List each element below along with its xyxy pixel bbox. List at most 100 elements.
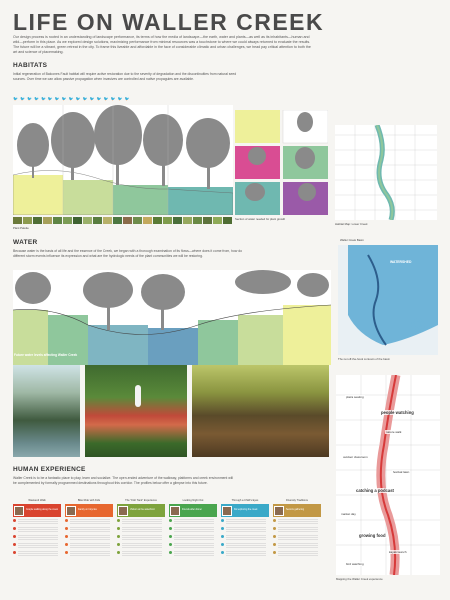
- persona-avatar: [66, 505, 76, 516]
- persona-avatar: [274, 505, 284, 516]
- poster-title: LIFE ON WALLER CREEK: [13, 9, 325, 35]
- plant-swatch: [143, 217, 152, 224]
- persona-head: The "Fish Tank" Experience: [125, 499, 157, 502]
- upland-band: [13, 175, 63, 215]
- bird-icon: 🐦: [26, 96, 32, 101]
- timeline-label: kayak launch: [388, 550, 408, 554]
- timeline-label: festival lawn: [392, 470, 411, 474]
- timeline-label: nature walk: [385, 430, 403, 434]
- experience-map: [336, 375, 440, 575]
- persona-night-out: Looking Night Out Friends after dinner: [169, 498, 217, 557]
- habitats-heading: HABITATS: [13, 62, 48, 69]
- persona-head: Diversity Traditions: [286, 499, 308, 502]
- plant-swatch: [123, 217, 132, 224]
- photo-cypress-roots: [192, 365, 329, 457]
- persona-head: Looking Night Out: [182, 499, 204, 502]
- habitats-body: Initial regeneration of Balcones Fault h…: [13, 72, 237, 81]
- bird-icon: 🐦: [19, 96, 25, 101]
- habitat-map-caption: Habitat Map: Lower Creek: [335, 222, 368, 226]
- plant-swatch: [163, 217, 172, 224]
- timeline-label: catching a podcast: [355, 488, 395, 493]
- persona-text: Couple walking along the creek: [26, 509, 58, 511]
- plant-palette: [13, 217, 232, 224]
- habitat-map: [335, 125, 437, 220]
- human-body: Waller Creek is to be a fantastic place …: [13, 476, 234, 485]
- plant-swatch: [203, 217, 212, 224]
- experience-map-caption: Mapping the Waller Creek experience: [336, 577, 383, 581]
- persona-text: Kid exploring the creek: [234, 509, 258, 511]
- plant-swatch: [213, 217, 222, 224]
- plant-swatch: [193, 217, 202, 224]
- plant-swatch: [23, 217, 32, 224]
- persona-childs-eyes: Through a Child's Eyes Kid exploring the…: [221, 498, 269, 557]
- intro-paragraph: Our design process is rooted in an under…: [13, 35, 311, 54]
- bird-icon: 🐦: [40, 96, 46, 101]
- bird-icon: 🐦: [54, 96, 60, 101]
- bird-icon: 🐦: [47, 96, 53, 101]
- bird-icon: 🐦: [82, 96, 88, 101]
- persona-avatar: [170, 505, 180, 516]
- water-map: [338, 245, 438, 355]
- plant-swatch: [113, 217, 122, 224]
- photo-creek-cypress: [13, 365, 80, 457]
- bird-icon: 🐦: [68, 96, 74, 101]
- riparian-band: [113, 185, 168, 215]
- water-map-caption: The net off-the-hook contours of the bas…: [338, 357, 390, 361]
- plant-swatch: [73, 217, 82, 224]
- timeline-label: plaza seating: [345, 395, 365, 399]
- persona-weekend-walk: Weekend Walk Couple walking along the cr…: [13, 498, 61, 557]
- plant-swatch: [43, 217, 52, 224]
- habitat-section-diagram: [13, 105, 233, 215]
- personas-row: Weekend Walk Couple walking along the cr…: [13, 498, 321, 557]
- water-section-caption: Future water levels affecting Waller Cre…: [14, 353, 78, 357]
- bird-icon: 🐦: [89, 96, 95, 101]
- bird-row: 🐦 🐦 🐦 🐦 🐦 🐦 🐦 🐦 🐦 🐦 🐦 🐦 🐦 🐦 🐦 🐦 🐦: [13, 96, 233, 101]
- persona-avatar: [222, 505, 232, 516]
- persona-text: Seniors gathering: [286, 509, 305, 511]
- photo-figure: [135, 385, 141, 407]
- plant-swatch: [53, 217, 62, 224]
- persona-avatar: [118, 505, 128, 516]
- plant-swatch: [33, 217, 42, 224]
- water-map-label: WATERSHED: [390, 260, 412, 264]
- persona-head: Weekend Walk: [28, 499, 46, 502]
- habitat-transect-grid: [235, 109, 329, 215]
- bird-icon: 🐦: [103, 96, 109, 101]
- plant-swatch: [83, 217, 92, 224]
- plant-swatch: [153, 217, 162, 224]
- bird-icon: 🐦: [13, 96, 18, 101]
- water-map-title: Waller Creek Basin: [340, 238, 364, 242]
- plant-palette-label: Plant Palette: [13, 226, 29, 230]
- photo-boardwalk: [85, 365, 187, 457]
- bird-icon: 🐦: [124, 96, 130, 101]
- bird-icon: 🐦: [75, 96, 81, 101]
- human-heading: HUMAN EXPERIENCE: [13, 466, 86, 473]
- persona-card: Friends after dinner: [169, 504, 217, 517]
- persona-head: Bike Ride with Kids: [77, 499, 101, 502]
- persona-text: Friends after dinner: [182, 509, 202, 511]
- bird-icon: 🐦: [61, 96, 67, 101]
- persona-bike-ride: Bike Ride with Kids Family on bicycles: [65, 498, 113, 557]
- bird-icon: 🐦: [33, 96, 39, 101]
- persona-text: Visitors at the waterfront: [130, 509, 155, 511]
- persona-text: Family on bicycles: [78, 509, 97, 511]
- timeline-label: bird watching: [345, 562, 365, 566]
- transect-label: Section of water needed for plant growth: [235, 217, 286, 221]
- persona-avatar: [14, 505, 24, 516]
- water-heading: WATER: [13, 239, 38, 246]
- water-body: Because water is the basis of all life a…: [13, 249, 242, 258]
- plant-swatch: [63, 217, 72, 224]
- plant-swatch: [133, 217, 142, 224]
- tree-silhouettes: [17, 105, 230, 189]
- persona-card: Kid exploring the creek: [221, 504, 269, 517]
- persona-head: Through a Child's Eyes: [231, 499, 259, 502]
- timeline-label: people watching: [380, 410, 415, 415]
- bird-icon: 🐦: [117, 96, 123, 101]
- plant-swatch: [103, 217, 112, 224]
- bird-icon: 🐦: [96, 96, 102, 101]
- timeline-label: market day: [340, 512, 357, 516]
- plant-swatch: [183, 217, 192, 224]
- persona-card: Family on bicycles: [65, 504, 113, 517]
- persona-card: Seniors gathering: [273, 504, 321, 517]
- persona-card: Visitors at the waterfront: [117, 504, 165, 517]
